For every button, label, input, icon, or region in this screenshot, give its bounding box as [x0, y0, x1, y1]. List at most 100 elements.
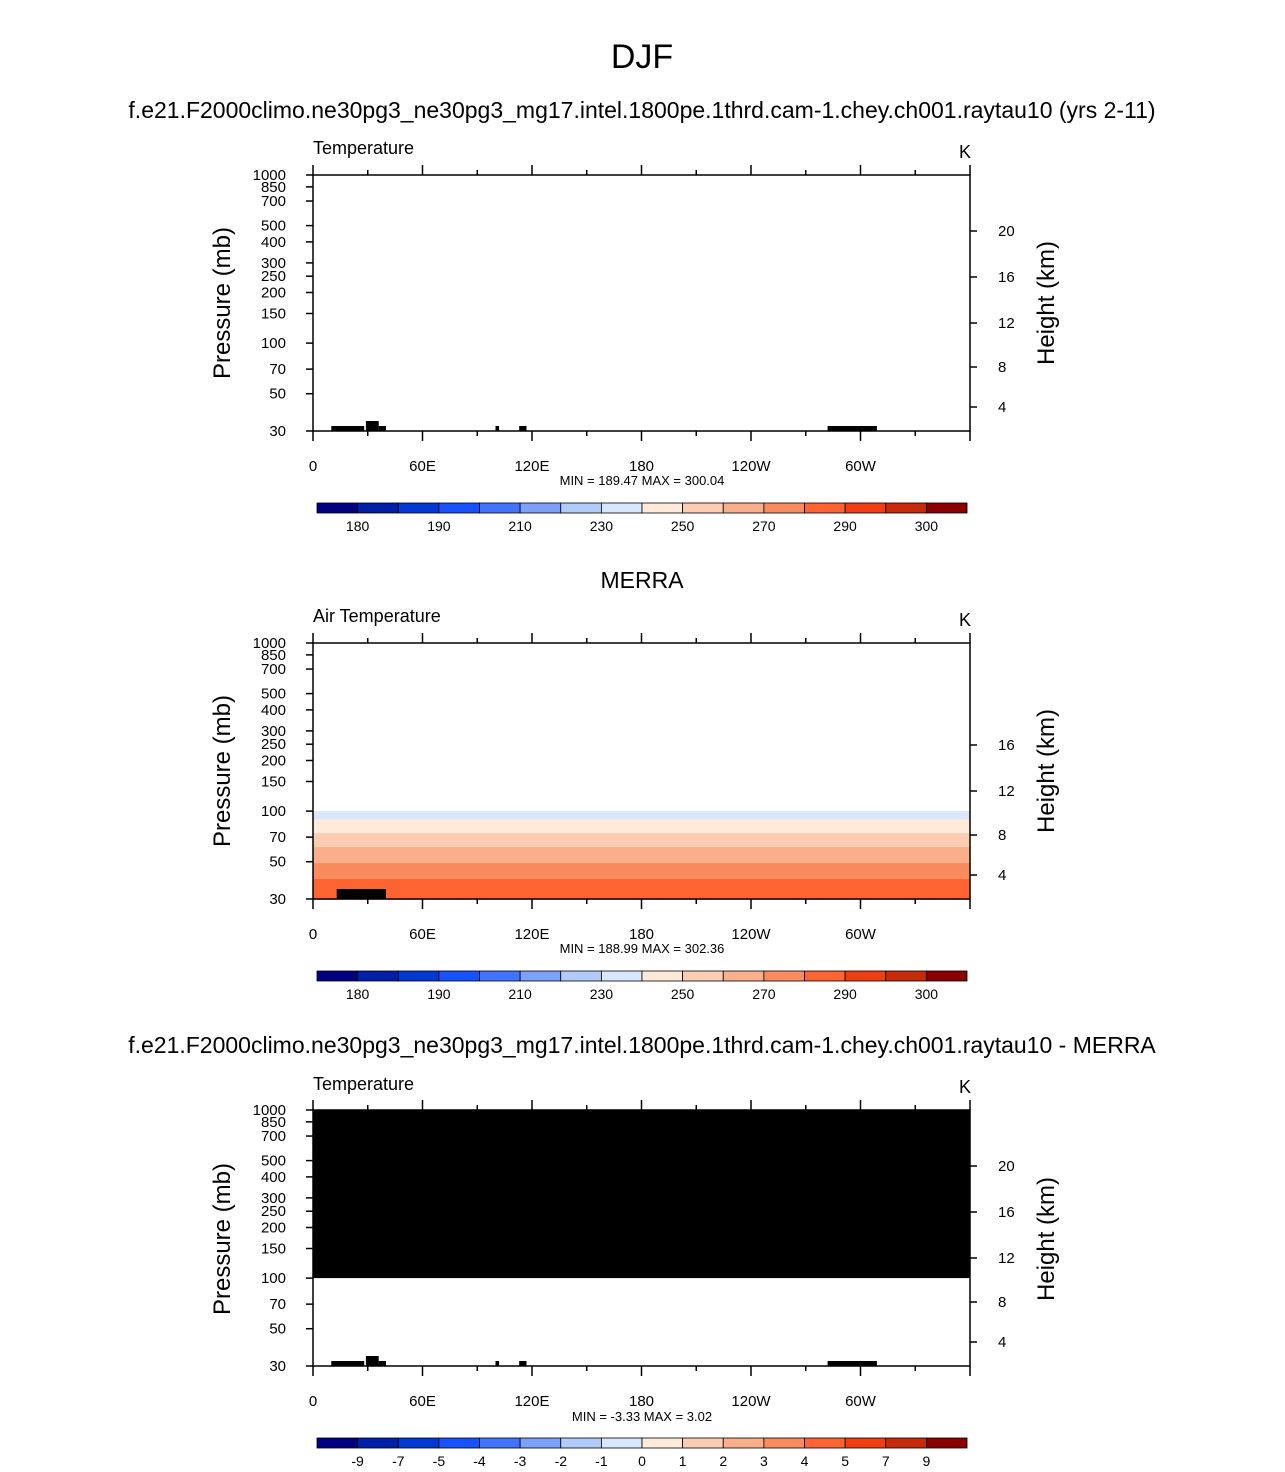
y-tick-label: 30	[269, 891, 286, 908]
terrain-mask	[827, 1361, 877, 1366]
colorbar-label: 210	[508, 986, 532, 1002]
contour-band	[313, 837, 970, 840]
x-tick-label: 60W	[845, 926, 877, 943]
colorbar-box	[438, 1437, 480, 1449]
contour-band	[313, 839, 970, 842]
colorbar-box	[560, 502, 602, 514]
contour-band	[313, 817, 970, 820]
contour-band	[313, 879, 970, 882]
colorbar-label: 290	[833, 518, 857, 534]
terrain-mask	[378, 1361, 386, 1366]
colorbar-label: 180	[346, 518, 370, 534]
contour-band	[313, 861, 970, 864]
contour-band	[313, 847, 970, 850]
x-tick-label: 60E	[409, 926, 436, 943]
colorbar-box	[722, 1437, 765, 1449]
y-tick-label: 300	[261, 255, 286, 272]
y-tick-label: 400	[261, 1169, 286, 1186]
colorbar-box	[479, 1437, 521, 1449]
y-right-tick-label: 20	[998, 223, 1015, 240]
y-tick-label: 850	[261, 647, 286, 664]
colorbar-label: -9	[351, 1453, 364, 1469]
x-tick-label: 60W	[845, 1393, 877, 1410]
colorbar-box	[560, 970, 602, 982]
contour-band	[313, 863, 970, 866]
x-tick-label: 180	[629, 1393, 654, 1410]
contour-band	[313, 859, 970, 862]
x-tick-label: 180	[629, 926, 654, 943]
y-tick-label: 150	[261, 774, 286, 791]
y-tick-label: 1000	[253, 635, 286, 652]
y-tick-label: 50	[269, 854, 286, 871]
y-tick-label: 100	[261, 1270, 286, 1287]
y-tick-label: 200	[261, 752, 286, 769]
colorbar-box	[682, 1437, 724, 1449]
panel-difference-units: K	[959, 1077, 971, 1097]
colorbar-box	[844, 1437, 887, 1449]
panel-model-ylabel-right: Height (km)	[1033, 241, 1060, 365]
colorbar-box	[316, 502, 359, 514]
panel-merra-ylabel: Pressure (mb)	[209, 695, 236, 847]
x-tick-label: 120W	[731, 458, 771, 475]
colorbar-label: 230	[590, 986, 614, 1002]
panel-merra-ylabel-right: Height (km)	[1033, 709, 1060, 833]
colorbar-label: 270	[752, 518, 776, 534]
panel-model-left-title: Temperature	[313, 138, 414, 158]
x-tick-label: 0	[309, 458, 317, 475]
colorbar-box	[763, 1437, 805, 1449]
colorbar-label: 230	[590, 518, 614, 534]
panel-merra-stats: MIN = 188.99 MAX = 302.36	[560, 941, 725, 956]
colorbar-box	[763, 502, 805, 514]
y-tick-label: 50	[269, 386, 286, 403]
panel-difference: f.e21.F2000climo.ne30pg3_ne30pg3_mg17.in…	[128, 1032, 1156, 1469]
y-right-tick-label: 12	[998, 315, 1015, 332]
panel-difference-section-title: f.e21.F2000climo.ne30pg3_ne30pg3_mg17.in…	[128, 1032, 1156, 1058]
contour-band	[313, 853, 970, 856]
colorbar-box	[804, 502, 846, 514]
colorbar-box	[844, 970, 887, 982]
contour-band	[313, 881, 970, 884]
x-tick-label: 0	[309, 1393, 317, 1410]
y-tick-label: 500	[261, 218, 286, 235]
y-tick-label: 70	[269, 829, 286, 846]
colorbar-label: 290	[833, 986, 857, 1002]
y-tick-label: 70	[269, 361, 286, 378]
colorbar-label: 190	[427, 986, 451, 1002]
contour-band	[313, 875, 970, 878]
contour-band	[313, 821, 970, 824]
colorbar-box	[397, 970, 440, 982]
contour-band	[313, 867, 970, 870]
y-tick-label: 500	[261, 1153, 286, 1170]
contour-band	[313, 855, 970, 858]
colorbar-box	[438, 970, 480, 982]
panel-model-section-title: f.e21.F2000climo.ne30pg3_ne30pg3_mg17.in…	[128, 97, 1155, 123]
colorbar-box	[600, 970, 643, 982]
panel-model: f.e21.F2000climo.ne30pg3_ne30pg3_mg17.in…	[128, 97, 1155, 534]
y-right-tick-label: 4	[998, 867, 1006, 884]
y-tick-label: 250	[261, 268, 286, 285]
colorbar-label: 1	[679, 1453, 687, 1469]
colorbar-label: 7	[882, 1453, 890, 1469]
panel-model-units: K	[959, 142, 971, 162]
x-tick-label: 120W	[731, 1393, 771, 1410]
y-tick-label: 300	[261, 1190, 286, 1207]
terrain-mask	[827, 426, 877, 431]
colorbar-box	[885, 502, 927, 514]
colorbar-label: -7	[392, 1453, 405, 1469]
panel-difference-left-title: Temperature	[313, 1074, 414, 1094]
panel-model-ylabel: Pressure (mb)	[209, 227, 236, 379]
colorbar-box	[560, 1437, 602, 1449]
colorbar-box	[316, 970, 359, 982]
terrain-mask	[331, 1361, 365, 1366]
y-right-tick-label: 12	[998, 783, 1015, 800]
colorbar-box	[519, 502, 562, 514]
colorbar-label: 180	[346, 986, 370, 1002]
panel-difference-ylabel: Pressure (mb)	[209, 1163, 236, 1315]
y-tick-label: 400	[261, 702, 286, 719]
panel-difference-stats: MIN = -3.33 MAX = 3.02	[572, 1409, 712, 1424]
colorbar-box	[600, 1437, 643, 1449]
y-right-tick-label: 8	[998, 1294, 1006, 1311]
y-tick-label: 30	[269, 1358, 286, 1375]
y-tick-label: 70	[269, 1296, 286, 1313]
